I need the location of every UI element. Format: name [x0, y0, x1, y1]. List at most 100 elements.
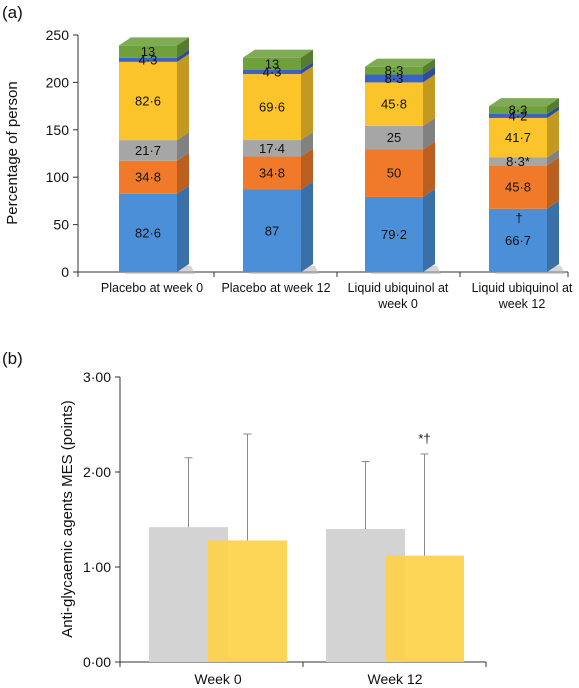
bar-segment-front	[365, 66, 423, 75]
bar-segment-label: 69·6	[259, 100, 285, 115]
bar-segment-label: 79·2	[381, 227, 407, 242]
bar-top-face	[243, 49, 313, 58]
bar-segment-label: 4·3	[139, 52, 158, 67]
bar-segment-front	[489, 113, 547, 118]
panel-b-annotation: *†	[418, 431, 430, 446]
panel-a-label: (a)	[2, 3, 23, 22]
bar-top-face	[489, 98, 559, 107]
panel-b-bar	[385, 555, 464, 662]
bar-segment-side	[423, 74, 435, 126]
bar-segment-front	[243, 189, 301, 272]
bar-segment-label: 82·6	[135, 225, 161, 240]
panel-b-y-tick-label: 3·00	[83, 369, 111, 385]
bar-segment-label: 8·3	[385, 71, 404, 86]
panel-a-axes: 0 50 100 150 200 250 Placebo at week 0 Placebo …	[46, 27, 573, 311]
bar-segment-label: 87	[265, 223, 279, 238]
bar-segment-front	[365, 196, 423, 272]
bar-segment-label: 8·3	[385, 63, 404, 78]
panel-b-y-tick-label: 2·00	[83, 464, 111, 480]
bar-segment-front	[243, 69, 301, 75]
panel-b-category-label: Week 0	[194, 671, 241, 687]
panel-a-y-tick-label: 150	[46, 122, 70, 138]
panel-a-y-tick-label: 0	[61, 264, 69, 280]
bar-segment-label: 13	[265, 56, 279, 71]
panel-a-y-tick-label: 250	[46, 27, 70, 43]
panel-a-annotation: †	[515, 211, 522, 226]
bar-segment-front	[489, 106, 547, 114]
bar-segment-side	[177, 152, 189, 194]
bar-segment-label: 82·6	[135, 93, 161, 108]
bar-segment-label: 8·3	[509, 103, 528, 118]
bar-top-face	[365, 58, 435, 67]
panel-b-bar	[208, 540, 287, 662]
bar-segment-label: 34·8	[259, 166, 285, 181]
bar-segment-front	[489, 117, 547, 158]
panel-b-y-tick-label: 1·00	[83, 559, 111, 575]
bar-segment-front	[489, 165, 547, 209]
panel-a-category-label: Placebo at week 0	[101, 281, 203, 295]
panel-b-y-tick-label: 0·00	[83, 654, 111, 670]
bar-segment-side	[423, 66, 435, 83]
panel-a-category-label: Liquid ubiquinol at	[348, 281, 449, 295]
bar-segment-label: 4·2	[509, 108, 528, 123]
panel-a: (a) Percentage of person 0 50 100 150 200 250…	[2, 3, 573, 311]
bar-segment-label: 45·8	[505, 180, 531, 195]
bar-segment-front	[365, 125, 423, 150]
bar-segment-side	[547, 157, 559, 209]
panel-a-category-label: week 0	[377, 297, 418, 311]
bar-segment-side	[301, 49, 313, 70]
panel-a-y-tick-label: 50	[53, 217, 69, 233]
bar-segment-front	[365, 149, 423, 197]
panel-a-bars	[119, 37, 565, 274]
bar-segment-side	[177, 185, 189, 272]
bar-segment-front	[243, 140, 301, 157]
bar-top-face	[119, 37, 189, 46]
bar-segment-side	[177, 53, 189, 141]
bar-segment-side	[423, 141, 435, 197]
panel-a-category-label: Liquid ubiquinol at	[472, 281, 573, 295]
bar-segment-label: 8·3*	[506, 154, 530, 169]
bar-segment-front	[365, 82, 423, 126]
bar-segment-side	[547, 149, 559, 166]
bar-segment-side	[301, 148, 313, 190]
panel-a-y-tick-label: 100	[46, 169, 70, 185]
bar-segment-side	[301, 181, 313, 272]
bar-segment-front	[243, 156, 301, 190]
panel-a-y-axis-label: Percentage of person	[4, 81, 21, 224]
bar-segment-label: 21·7	[135, 143, 161, 158]
panel-b-bars: *†	[149, 431, 464, 662]
bar-segment-front	[119, 193, 177, 272]
panel-b: (b) Anti-glycaemic agents MES (points) 0…	[2, 349, 487, 687]
panel-a-category-label: week 12	[498, 297, 546, 311]
bar-segment-front	[119, 140, 177, 161]
bar-segment-front	[243, 57, 301, 70]
bar-segment-side	[177, 37, 189, 58]
panel-a-category-label: Placebo at week 12	[221, 281, 330, 295]
bar-segment-side	[423, 117, 435, 150]
bar-segment-front	[489, 208, 547, 272]
bar-segment-side	[301, 132, 313, 157]
bar-segment-side	[547, 109, 559, 158]
bar-segment-front	[119, 45, 177, 58]
bar-segment-front	[119, 61, 177, 141]
bar-segment-label: 45·8	[381, 97, 407, 112]
bar-segment-side	[301, 61, 313, 75]
panel-a-labels: 82·634·821·782·64·3138734·817·469·64·313…	[135, 44, 531, 248]
bar-segment-label: 50	[387, 166, 401, 181]
bar-segment-side	[301, 66, 313, 141]
panel-a-y-tick-label: 200	[46, 74, 70, 90]
panel-b-axes: 0·00 1·00 2·00 3·00 Week 0 Week 12	[83, 369, 487, 687]
bar-segment-front	[119, 160, 177, 194]
panel-b-category-label: Week 12	[368, 671, 423, 687]
bar-segment-side	[177, 49, 189, 62]
bar-segment-side	[547, 98, 559, 114]
bar-segment-label: 41·7	[505, 130, 531, 145]
bar-segment-front	[243, 74, 301, 141]
bar-segment-label: 34·8	[135, 170, 161, 185]
bar-segment-side	[423, 188, 435, 272]
bar-segment-front	[365, 74, 423, 83]
bar-segment-side	[177, 132, 189, 161]
bar-segment-label: 13	[141, 44, 155, 59]
bar-segment-front	[489, 157, 547, 166]
